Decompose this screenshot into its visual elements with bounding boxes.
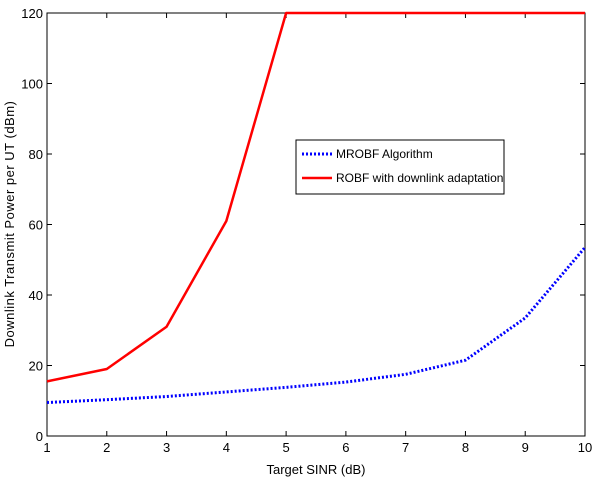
y-tick-label: 40: [29, 288, 43, 303]
x-tick-label: 5: [282, 440, 289, 455]
plot-area: [46, 12, 586, 437]
legend-label-robf: ROBF with downlink adaptation: [336, 171, 503, 185]
x-tick-label: 1: [43, 440, 50, 455]
series-line-mrobf: [46, 246, 587, 405]
x-tick-label: 7: [402, 440, 409, 455]
x-axis-label: Target SINR (dB): [267, 462, 366, 477]
legend-box: [295, 139, 505, 195]
y-tick-label: 80: [29, 147, 43, 162]
y-tick-label: 100: [21, 77, 43, 92]
y-tick-label: 120: [21, 6, 43, 21]
x-tick-label: 9: [522, 440, 529, 455]
series-layer: [46, 11, 587, 405]
y-tick-label: 60: [29, 218, 43, 233]
x-tick-label: 2: [103, 440, 110, 455]
y-axis-ticks: 0 20 40 60 80 100 120: [21, 6, 585, 444]
y-tick-label: 20: [29, 359, 43, 374]
y-axis-label: Downlink Transmit Power per UT (dBm): [2, 101, 17, 348]
x-tick-label: 8: [462, 440, 469, 455]
plot-frame: [46, 12, 586, 437]
y-tick-label: 0: [36, 429, 43, 444]
x-tick-label: 10: [578, 440, 592, 455]
x-tick-label: 3: [163, 440, 170, 455]
legend: MROBF Algorithm ROBF with downlink adapt…: [295, 139, 505, 195]
series-line-robf: [46, 11, 585, 383]
x-tick-label: 4: [223, 440, 230, 455]
legend-label-mrobf: MROBF Algorithm: [336, 147, 433, 161]
x-tick-label: 6: [342, 440, 349, 455]
